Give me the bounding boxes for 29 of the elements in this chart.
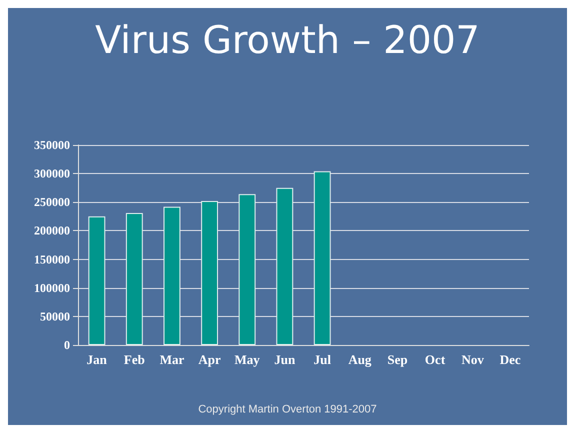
text: Copyright Martin Overton 1991-2007 [198, 404, 377, 416]
x-tick-label: Dec [500, 352, 521, 367]
x-tick-label: Mar [160, 352, 184, 367]
y-tick-label: 200000 [34, 224, 70, 238]
y-tick-label: 100000 [34, 280, 70, 295]
bar [164, 206, 180, 345]
x-tick-label: Apr [198, 352, 221, 367]
x-tick-label: Nov [461, 352, 484, 367]
bar [201, 201, 218, 345]
bar [238, 194, 256, 345]
x-tick-label: Aug [348, 352, 372, 367]
bar [88, 216, 106, 345]
bar [276, 188, 294, 345]
y-tick-label: 150000 [34, 252, 70, 266]
x-tick-label: Jul [314, 352, 332, 367]
y-tick-label: 300000 [34, 166, 70, 181]
x-tick-label: Jun [274, 352, 296, 367]
bar [126, 213, 143, 345]
y-tick-label: 250000 [34, 195, 70, 210]
y-tick-label: 0 [64, 338, 70, 352]
x-tick-label: Sep [387, 352, 408, 367]
x-tick-label: Jan [86, 352, 108, 367]
x-tick-label: May [234, 352, 260, 367]
x-tick-label: Oct [424, 352, 446, 367]
chart-title: Virus Growth – 2007 [95, 18, 480, 62]
bar [314, 171, 331, 345]
y-tick-label: 350000 [34, 138, 70, 152]
y-tick-label: 50000 [40, 309, 70, 324]
x-tick-label: Feb [124, 352, 145, 367]
